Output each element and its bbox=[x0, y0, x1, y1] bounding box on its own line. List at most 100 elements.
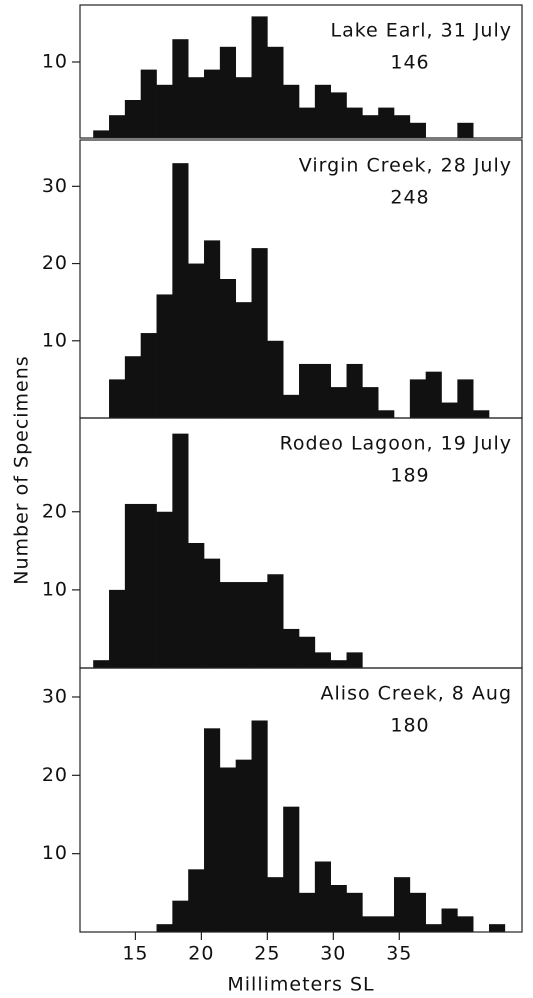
panel-title: Virgin Creek, 28 July bbox=[299, 155, 512, 177]
bar bbox=[124, 503, 141, 668]
y-tick-label: 10 bbox=[42, 51, 68, 73]
bar bbox=[188, 263, 205, 418]
bar bbox=[219, 279, 236, 418]
bar bbox=[457, 122, 474, 138]
bar bbox=[156, 511, 173, 668]
bar bbox=[425, 924, 442, 932]
y-tick-label: 20 bbox=[42, 252, 68, 274]
bar bbox=[299, 107, 316, 138]
panel-annotation: 189 bbox=[390, 465, 429, 487]
bar bbox=[172, 433, 189, 668]
bar bbox=[362, 916, 379, 932]
bar bbox=[409, 379, 426, 418]
bar bbox=[473, 410, 490, 418]
bar bbox=[235, 759, 252, 932]
bar bbox=[251, 582, 268, 668]
bar bbox=[267, 46, 284, 138]
bar bbox=[346, 652, 363, 668]
x-axis-label: Millimeters SL bbox=[227, 974, 374, 996]
bar bbox=[346, 892, 363, 932]
bar bbox=[156, 84, 173, 138]
bar bbox=[204, 558, 221, 668]
y-tick-label: 10 bbox=[42, 842, 68, 864]
bar bbox=[204, 69, 221, 138]
bar bbox=[362, 387, 379, 418]
bar bbox=[489, 924, 506, 932]
bar bbox=[188, 869, 205, 932]
panel-frame bbox=[79, 667, 523, 933]
bar bbox=[378, 410, 395, 418]
bar bbox=[124, 356, 141, 418]
bar bbox=[346, 363, 363, 418]
bar bbox=[204, 240, 221, 418]
x-tick-label: 35 bbox=[386, 943, 412, 965]
bar bbox=[409, 122, 426, 138]
bar bbox=[330, 660, 347, 668]
bar bbox=[299, 892, 316, 932]
bar bbox=[219, 46, 236, 138]
bar bbox=[267, 340, 284, 418]
bar bbox=[409, 892, 426, 932]
y-axis-label: Number of Specimens bbox=[11, 355, 33, 584]
bar bbox=[330, 387, 347, 418]
bar bbox=[124, 100, 141, 138]
bar bbox=[314, 84, 331, 138]
bar bbox=[346, 107, 363, 138]
bar bbox=[299, 636, 316, 668]
y-tick-label: 20 bbox=[42, 764, 68, 786]
bar bbox=[330, 92, 347, 138]
bar bbox=[314, 652, 331, 668]
bar bbox=[235, 302, 252, 418]
panel-title: Aliso Creek, 8 Aug bbox=[321, 683, 512, 705]
bar bbox=[109, 589, 126, 668]
bar bbox=[172, 163, 189, 418]
bar bbox=[219, 767, 236, 932]
bar bbox=[457, 916, 474, 932]
y-tick-label: 10 bbox=[42, 578, 68, 600]
bar bbox=[457, 379, 474, 418]
x-tick-label: 15 bbox=[122, 943, 148, 965]
bar bbox=[362, 115, 379, 138]
bar bbox=[204, 728, 221, 932]
bar bbox=[441, 908, 458, 932]
bar bbox=[251, 16, 268, 138]
bar bbox=[330, 884, 347, 932]
panel-title: Lake Earl, 31 July bbox=[331, 20, 513, 42]
y-tick-label: 20 bbox=[42, 500, 68, 522]
bar bbox=[235, 77, 252, 138]
bar bbox=[251, 720, 268, 932]
bar bbox=[156, 924, 173, 932]
bar bbox=[219, 582, 236, 668]
bar bbox=[378, 916, 395, 932]
bar bbox=[235, 582, 252, 668]
y-tick-label: 30 bbox=[42, 175, 68, 197]
bar bbox=[156, 294, 173, 418]
bar bbox=[172, 900, 189, 932]
bar bbox=[188, 543, 205, 668]
bar bbox=[283, 806, 300, 932]
bar bbox=[378, 107, 395, 138]
bar bbox=[251, 248, 268, 418]
bar bbox=[394, 115, 411, 138]
bar bbox=[283, 628, 300, 668]
bar bbox=[394, 877, 411, 932]
bar bbox=[314, 861, 331, 932]
bar bbox=[93, 130, 110, 138]
bar bbox=[441, 402, 458, 418]
bar bbox=[109, 115, 126, 138]
bar bbox=[267, 877, 284, 932]
x-tick-label: 20 bbox=[188, 943, 214, 965]
panel-title: Rodeo Lagoon, 19 July bbox=[280, 433, 512, 455]
bar bbox=[425, 371, 442, 418]
y-tick-label: 30 bbox=[42, 685, 68, 707]
x-tick-label: 25 bbox=[254, 943, 280, 965]
bar bbox=[140, 69, 157, 138]
panel-annotation: 248 bbox=[390, 187, 429, 209]
panel-annotation: 180 bbox=[390, 715, 429, 737]
bar bbox=[188, 77, 205, 138]
bar bbox=[283, 394, 300, 418]
bar bbox=[140, 333, 157, 418]
bar bbox=[93, 660, 110, 668]
y-tick-label: 10 bbox=[42, 329, 68, 351]
